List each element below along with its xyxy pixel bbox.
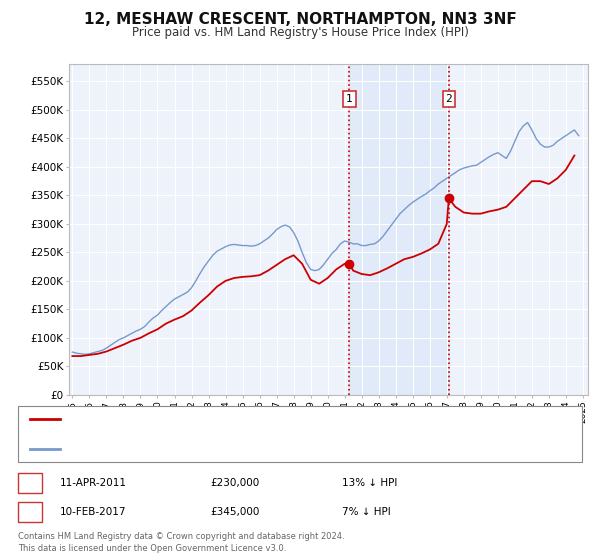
Bar [349,64,449,395]
Text: HPI: Average price, detached house, West Northamptonshire: HPI: Average price, detached house, West… [66,444,363,454]
Text: £345,000: £345,000 [210,507,259,517]
Text: 2: 2 [26,507,34,517]
Text: Price paid vs. HM Land Registry's House Price Index (HPI): Price paid vs. HM Land Registry's House … [131,26,469,39]
Text: 2: 2 [445,94,452,104]
Text: 10-FEB-2017: 10-FEB-2017 [60,507,127,517]
Text: 7% ↓ HPI: 7% ↓ HPI [342,507,391,517]
Text: £230,000: £230,000 [210,478,259,488]
Text: 13% ↓ HPI: 13% ↓ HPI [342,478,397,488]
Text: 12, MESHAW CRESCENT, NORTHAMPTON, NN3 3NF: 12, MESHAW CRESCENT, NORTHAMPTON, NN3 3N… [83,12,517,27]
Text: 1: 1 [26,478,34,488]
Text: Contains HM Land Registry data © Crown copyright and database right 2024.
This d: Contains HM Land Registry data © Crown c… [18,533,344,553]
Text: 12, MESHAW CRESCENT, NORTHAMPTON, NN3 3NF (detached house): 12, MESHAW CRESCENT, NORTHAMPTON, NN3 3N… [66,414,405,424]
Text: 1: 1 [346,94,353,104]
Text: 11-APR-2011: 11-APR-2011 [60,478,127,488]
